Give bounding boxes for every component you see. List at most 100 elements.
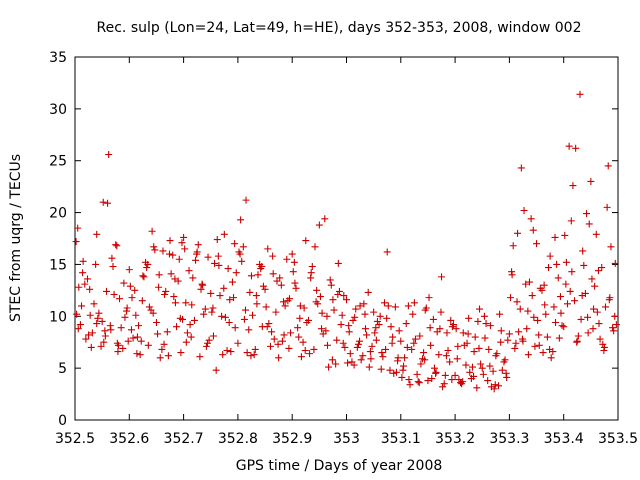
data-point	[382, 345, 390, 353]
data-point	[489, 367, 497, 375]
data-point	[513, 298, 521, 306]
data-point	[277, 281, 285, 289]
data-point	[448, 376, 456, 384]
data-point	[372, 336, 380, 344]
data-point	[420, 349, 428, 357]
data-point	[209, 304, 217, 312]
data-point	[252, 292, 260, 300]
data-point	[332, 360, 340, 368]
data-point	[200, 310, 208, 318]
data-point	[346, 350, 354, 358]
data-point	[432, 369, 440, 377]
data-point	[542, 310, 550, 318]
data-point	[196, 353, 204, 361]
data-point	[452, 325, 460, 333]
data-point	[285, 344, 293, 352]
data-point	[197, 285, 205, 293]
x-tick-label: 353	[333, 431, 360, 447]
data-point	[164, 352, 172, 360]
data-point	[234, 339, 242, 347]
data-point	[603, 203, 611, 211]
data-point	[165, 250, 173, 258]
data-point	[107, 326, 115, 334]
data-point	[344, 359, 352, 367]
data-point	[338, 311, 346, 319]
data-point	[459, 329, 467, 337]
data-point	[562, 280, 570, 288]
data-point	[561, 231, 569, 239]
data-point	[296, 302, 304, 310]
data-point	[354, 340, 362, 348]
data-point	[312, 298, 320, 306]
data-point	[82, 335, 90, 343]
data-point	[152, 319, 160, 327]
data-point	[171, 299, 179, 307]
data-point	[185, 267, 193, 275]
data-point	[177, 349, 185, 357]
data-point	[162, 287, 170, 295]
data-point	[93, 320, 101, 328]
data-point	[388, 339, 396, 347]
data-point	[607, 243, 615, 251]
data-point	[166, 237, 174, 245]
data-point	[301, 347, 309, 355]
data-point	[577, 315, 585, 323]
x-tick-label: 353.4	[544, 431, 584, 447]
data-point	[535, 331, 543, 339]
data-point	[125, 266, 133, 274]
data-point	[460, 341, 468, 349]
data-point	[79, 269, 87, 277]
data-point	[126, 282, 134, 290]
data-point	[221, 313, 229, 321]
data-point	[555, 334, 563, 342]
data-point	[466, 368, 474, 376]
data-point	[258, 263, 266, 271]
data-point	[383, 314, 391, 322]
data-point	[515, 328, 523, 336]
data-point	[321, 215, 329, 223]
data-point	[391, 303, 399, 311]
data-point	[505, 330, 513, 338]
data-point	[517, 164, 525, 172]
data-point	[330, 306, 338, 314]
data-point	[224, 265, 232, 273]
data-point	[541, 301, 549, 309]
data-point	[334, 291, 342, 299]
data-point	[296, 314, 304, 322]
data-point	[403, 343, 411, 351]
data-point	[595, 320, 603, 328]
data-point	[480, 312, 488, 320]
data-point	[95, 309, 103, 317]
data-point	[485, 345, 493, 353]
data-point	[493, 350, 501, 358]
data-point	[87, 343, 95, 351]
data-point	[104, 199, 112, 207]
data-point	[371, 329, 379, 337]
data-point	[251, 345, 259, 353]
data-point	[417, 360, 425, 368]
data-point	[474, 317, 482, 325]
data-point	[128, 294, 136, 302]
data-point	[343, 296, 350, 304]
data-point	[598, 264, 606, 272]
data-point	[477, 360, 485, 368]
data-point	[359, 352, 367, 360]
data-point	[73, 310, 81, 318]
data-point	[387, 323, 395, 331]
data-point	[584, 313, 592, 321]
data-point	[557, 309, 565, 317]
data-point	[85, 331, 93, 339]
data-point	[226, 296, 234, 304]
data-point	[362, 325, 370, 333]
data-point	[544, 264, 552, 272]
x-axis: 352.5 352.6 352.7 352.8 352.9 353 353.1 353.2 35…	[55, 57, 638, 447]
data-point	[520, 206, 528, 214]
data-point	[121, 313, 129, 321]
data-point	[554, 274, 562, 282]
data-point	[497, 338, 505, 346]
data-point	[154, 330, 162, 338]
data-point	[214, 252, 222, 260]
data-point	[262, 303, 270, 311]
data-point	[287, 329, 295, 337]
data-point	[97, 342, 105, 350]
